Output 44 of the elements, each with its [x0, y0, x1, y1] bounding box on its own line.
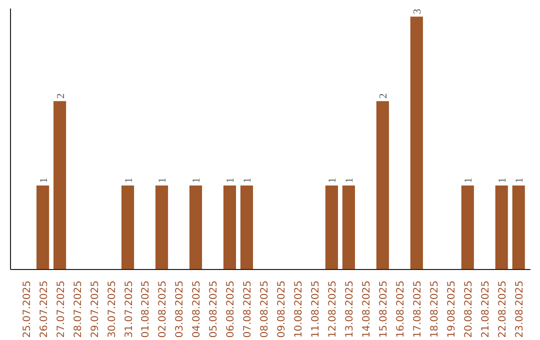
x-tick-label: 25.07.2025 — [22, 280, 33, 338]
x-tick-label: 31.07.2025 — [124, 280, 135, 338]
x-tick-label: 01.08.2025 — [140, 280, 152, 338]
data-label: 2 — [378, 93, 390, 99]
x-tick-label: 16.08.2025 — [396, 280, 407, 338]
x-tick-label: 12.08.2025 — [328, 280, 339, 338]
data-label: 1 — [38, 178, 50, 184]
x-tick-label: 15.08.2025 — [378, 280, 390, 338]
x-tick-label: 18.08.2025 — [430, 280, 441, 338]
data-label: 1 — [226, 178, 237, 184]
x-tick-label: 07.08.2025 — [242, 280, 254, 338]
x-tick-label: 03.08.2025 — [174, 280, 186, 338]
x-tick-label: 30.07.2025 — [106, 280, 118, 338]
x-tick-label: 21.08.2025 — [480, 280, 492, 338]
data-label: 1 — [464, 178, 475, 184]
x-tick-label: 19.08.2025 — [446, 280, 458, 338]
x-tick-label: 27.07.2025 — [56, 280, 67, 338]
data-label: 1 — [328, 178, 339, 184]
data-label: 1 — [514, 178, 526, 184]
x-tick-label: 23.08.2025 — [514, 280, 526, 338]
x-tick-label: 02.08.2025 — [158, 280, 169, 338]
data-label: 1 — [192, 178, 203, 184]
x-tick-label: 28.07.2025 — [72, 280, 84, 338]
x-tick-label: 26.07.2025 — [38, 280, 50, 338]
data-label: 3 — [412, 8, 424, 14]
x-tick-label: 08.08.2025 — [260, 280, 271, 338]
x-tick-label: 06.08.2025 — [226, 280, 237, 338]
data-label: 1 — [242, 178, 254, 184]
x-tick-label: 22.08.2025 — [498, 280, 509, 338]
x-tick-label: 13.08.2025 — [344, 280, 356, 338]
x-tick-label: 04.08.2025 — [192, 280, 203, 338]
x-tick-label: 17.08.2025 — [412, 280, 424, 338]
data-label: 2 — [56, 93, 67, 99]
x-tick-label: 29.07.2025 — [90, 280, 101, 338]
x-tick-label: 09.08.2025 — [276, 280, 288, 338]
x-tick-label: 11.08.2025 — [310, 280, 322, 338]
data-label: 1 — [344, 178, 356, 184]
x-tick-label: 10.08.2025 — [294, 280, 305, 338]
x-tick-label: 14.08.2025 — [362, 280, 373, 338]
x-tick-label: 05.08.2025 — [208, 280, 220, 338]
data-label: 1 — [498, 178, 509, 184]
data-label: 1 — [124, 178, 135, 184]
data-label: 1 — [158, 178, 169, 184]
x-tick-label: 20.08.2025 — [464, 280, 475, 338]
